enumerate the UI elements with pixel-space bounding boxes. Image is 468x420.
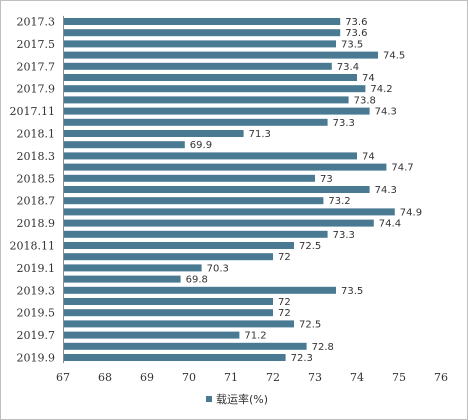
category-label-2018.5: 2018.5 <box>17 172 56 185</box>
value-label-2017.7: 73.4 <box>337 62 359 73</box>
value-label-2019.8: 72.8 <box>312 342 334 353</box>
value-label-2018.6: 74.3 <box>375 185 397 196</box>
value-label-2018.9: 74.4 <box>379 219 401 230</box>
bar-2018.1 <box>63 130 244 137</box>
value-label-2018.8: 74.9 <box>400 207 422 218</box>
bar-2019.1 <box>63 264 202 272</box>
bar-2017.6 <box>63 51 378 59</box>
bar-2019.8 <box>63 342 307 350</box>
bar-2018.10 <box>63 230 328 238</box>
x-tick-75: 75 <box>392 371 406 384</box>
x-tick-labels-group: 67 68 69 70 71 72 73 74 75 76 <box>56 371 448 384</box>
value-label-2017.3: 73.6 <box>345 17 367 28</box>
category-label-2018.3: 2018.3 <box>17 150 56 163</box>
category-label-2017.3: 2017.3 <box>17 16 56 29</box>
category-label-2019.3: 2019.3 <box>17 284 56 297</box>
bar-2018.11 <box>63 242 294 249</box>
category-label-2018.9: 2018.9 <box>17 217 56 230</box>
bar-2018.9 <box>63 219 374 227</box>
value-label-2018.5: 73 <box>320 174 333 185</box>
bar-2018.6 <box>63 186 370 193</box>
bar-2018.7 <box>63 197 324 205</box>
value-label-2019.7: 71.2 <box>244 331 266 342</box>
bar-2017.9 <box>63 85 366 93</box>
x-tick-67: 67 <box>56 371 70 384</box>
category-label-2017.5: 2017.5 <box>17 38 56 51</box>
value-label-2018.11: 72.5 <box>299 241 321 252</box>
value-label-2018.12: 72 <box>278 252 291 263</box>
category-label-2019.5: 2019.5 <box>17 307 56 320</box>
bar-2019.4 <box>63 298 273 305</box>
value-label-2019.9: 72.3 <box>291 353 313 364</box>
legend-swatch <box>206 396 212 402</box>
value-label-2017.12: 73.3 <box>333 118 355 129</box>
bar-2019.3 <box>63 286 336 294</box>
value-label-2018.1: 71.3 <box>249 129 271 140</box>
bar-2018.3 <box>63 152 357 160</box>
category-label-2018.1: 2018.1 <box>17 128 56 141</box>
bars-group <box>63 18 395 361</box>
bar-2019.6 <box>63 320 294 328</box>
bar-2017.11 <box>63 107 370 115</box>
value-label-2017.11: 74.3 <box>375 107 397 118</box>
bar-2017.12 <box>63 118 328 126</box>
value-label-2017.4: 73.6 <box>345 28 367 39</box>
value-label-2019.6: 72.5 <box>299 319 321 330</box>
bar-2017.4 <box>63 29 341 37</box>
bar-2018.5 <box>63 174 315 182</box>
bar-2019.7 <box>63 331 240 339</box>
bar-2018.8 <box>63 208 395 216</box>
bar-2017.7 <box>63 62 332 70</box>
category-labels-group: 2017.3 2017.5 2017.7 2017.9 2017.11 2018.1 201… <box>10 16 56 365</box>
bar-2019.5 <box>63 309 273 317</box>
category-label-2017.9: 2017.9 <box>17 83 56 96</box>
bar-2019.9 <box>63 354 286 361</box>
bar-2018.4 <box>63 163 387 171</box>
value-label-2017.10: 73.8 <box>354 95 376 106</box>
x-tick-69: 69 <box>140 371 154 384</box>
value-label-2018.7: 73.2 <box>328 196 350 207</box>
category-label-2018.7: 2018.7 <box>17 195 56 208</box>
bar-2017.10 <box>63 96 349 104</box>
category-label-2019.9: 2019.9 <box>17 352 56 365</box>
x-tick-68: 68 <box>98 371 112 384</box>
x-tick-73: 73 <box>308 371 322 384</box>
bar-2017.5 <box>63 40 336 48</box>
value-label-2019.1: 70.3 <box>207 263 229 274</box>
category-label-2017.11: 2017.11 <box>10 105 56 118</box>
category-label-2018.11: 2018.11 <box>10 240 56 253</box>
category-label-2019.7: 2019.7 <box>17 329 56 342</box>
value-label-2017.9: 74.2 <box>370 84 392 95</box>
bar-2018.12 <box>63 253 273 261</box>
x-tick-74: 74 <box>350 371 364 384</box>
value-label-2018.10: 73.3 <box>333 230 355 241</box>
bar-2019.2 <box>63 275 181 283</box>
x-tick-72: 72 <box>266 371 280 384</box>
category-label-2019.1: 2019.1 <box>17 262 56 275</box>
x-tick-71: 71 <box>224 371 238 384</box>
value-label-2019.5: 72 <box>278 308 291 319</box>
value-labels-group: 73.673.673.574.573.47474.273.874.373.371… <box>186 17 422 364</box>
value-label-2017.8: 74 <box>362 73 375 84</box>
bar-2018.2 <box>63 141 185 149</box>
value-label-2018.4: 74.7 <box>391 163 413 174</box>
category-label-2017.7: 2017.7 <box>17 60 56 73</box>
value-label-2019.3: 73.5 <box>341 286 363 297</box>
value-label-2018.2: 69.9 <box>190 140 212 151</box>
bar-2017.3 <box>63 18 341 25</box>
value-label-2019.2: 69.8 <box>186 275 208 286</box>
bar-2017.8 <box>63 74 357 81</box>
value-label-2018.3: 74 <box>362 151 375 162</box>
x-tick-76: 76 <box>434 371 448 384</box>
value-label-2017.5: 73.5 <box>341 39 363 50</box>
legend-label: 载运率(%) <box>216 392 268 406</box>
value-label-2019.4: 72 <box>278 297 291 308</box>
x-tick-70: 70 <box>182 371 196 384</box>
value-label-2017.6: 74.5 <box>383 51 405 62</box>
legend: 载运率(%) <box>206 392 268 406</box>
